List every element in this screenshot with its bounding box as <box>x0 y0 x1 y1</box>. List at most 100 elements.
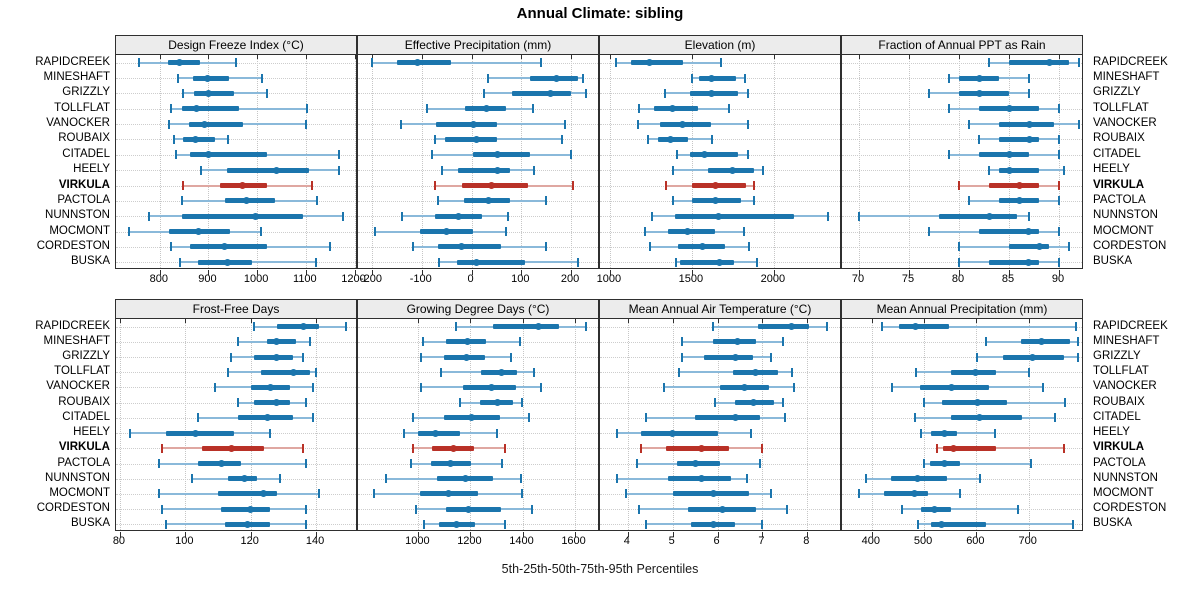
interquartile-bar <box>931 521 986 527</box>
whisker-cap-95th <box>1030 459 1033 469</box>
median-dot <box>707 74 715 82</box>
whisker-cap-95th <box>978 474 981 484</box>
median-dot <box>273 399 281 407</box>
interquartile-bar <box>979 229 1039 235</box>
percentile-whisker <box>371 61 542 64</box>
site-label-citadel: CITADEL <box>62 147 110 160</box>
interquartile-bar <box>757 324 810 330</box>
axis-tick-label: 80 <box>951 273 965 285</box>
whisker-cap-95th <box>539 382 542 392</box>
whisker-cap-95th <box>761 443 764 453</box>
median-dot <box>221 243 229 251</box>
axis-tick-bottom <box>522 532 524 537</box>
median-dot <box>463 353 471 361</box>
axis-tick-bottom <box>305 270 307 275</box>
interquartile-bar <box>167 60 200 66</box>
axis-tick-label: 1400 <box>509 535 534 547</box>
axis-tick-label: 500 <box>913 535 933 547</box>
v-gridline <box>574 319 576 530</box>
v-gridline <box>159 55 161 268</box>
whisker-cap-95th <box>786 504 789 514</box>
median-dot <box>683 228 691 236</box>
panel-mean-annual-air-temperature-c: Mean Annual Air Temperature (°C) 4 5 6 7 8 <box>599 299 841 552</box>
whisker-cap-5th <box>615 474 618 484</box>
median-dot <box>975 89 983 97</box>
median-dot <box>414 59 422 67</box>
axis-tick-bottom <box>924 532 926 537</box>
median-dot <box>1015 197 1023 205</box>
whisker-cap-95th <box>1078 58 1080 68</box>
whisker-cap-95th <box>338 150 341 160</box>
axis-tick-label: 70 <box>851 273 865 285</box>
median-dot <box>176 59 184 67</box>
panel-title: Frost-Free Days <box>192 302 280 316</box>
interquartile-bar <box>512 90 571 96</box>
whisker-cap-95th <box>826 322 829 332</box>
whisker-cap-5th <box>690 73 693 83</box>
whisker-cap-5th <box>988 58 990 68</box>
interquartile-bar <box>1009 244 1049 250</box>
row-gridline <box>842 357 1082 359</box>
axis-tick-top <box>257 55 259 59</box>
whisker-cap-95th <box>1072 519 1075 529</box>
interquartile-bar <box>418 430 461 436</box>
whisker-cap-5th <box>459 398 462 408</box>
interquartile-bar <box>181 106 240 112</box>
site-label-virkula: VIRKULA <box>58 441 110 454</box>
whisker-cap-95th <box>314 257 317 267</box>
axis-tick-bottom <box>571 270 573 275</box>
panel-header: Mean Annual Air Temperature (°C) <box>599 299 841 319</box>
axis-tick-bottom <box>471 270 473 275</box>
whisker-cap-5th <box>158 489 161 499</box>
median-dot <box>204 74 212 82</box>
whisker-cap-95th <box>1063 165 1065 175</box>
whisker-cap-95th <box>1062 443 1065 453</box>
axis-tick-label: 1200 <box>341 273 366 285</box>
whisker-cap-5th <box>226 367 229 377</box>
whisker-cap-5th <box>968 119 970 129</box>
whisker-cap-95th <box>1058 181 1060 191</box>
whisker-cap-5th <box>483 88 486 98</box>
interquartile-bar <box>226 167 310 173</box>
v-gridline <box>1009 55 1010 268</box>
whisker-cap-5th <box>901 504 904 514</box>
interquartile-bar <box>959 90 1009 96</box>
whisker-cap-5th <box>170 242 173 252</box>
interquartile-bar <box>221 506 271 512</box>
axis-tick-label: 120 <box>240 535 259 547</box>
axis-tick-top <box>571 55 573 59</box>
interquartile-bar <box>704 354 754 360</box>
interquartile-bar <box>189 152 267 158</box>
axis-tick-bottom <box>909 270 910 275</box>
whisker-cap-5th <box>486 73 489 83</box>
whisker-cap-5th <box>664 88 667 98</box>
median-dot <box>711 182 719 190</box>
whisker-cap-95th <box>265 88 268 98</box>
whisker-cap-5th <box>958 181 960 191</box>
whisker-cap-5th <box>858 211 860 221</box>
axis-tick-top <box>1028 319 1030 323</box>
whisker-cap-5th <box>615 428 618 438</box>
whisker-cap-5th <box>190 474 193 484</box>
whisker-cap-95th <box>310 181 313 191</box>
median-dot <box>740 383 748 391</box>
whisker-cap-95th <box>500 459 503 469</box>
median-dot <box>273 166 281 174</box>
interquartile-bar <box>438 244 501 250</box>
site-label-nunnston: NUNNSTON <box>1093 471 1158 484</box>
whisker-cap-95th <box>235 58 238 68</box>
whisker-cap-95th <box>532 104 535 114</box>
site-label-citadel: CITADEL <box>1093 410 1141 423</box>
whisker-cap-5th <box>958 242 960 252</box>
median-dot <box>734 338 742 346</box>
site-label-nunnston: NUNNSTON <box>45 209 110 222</box>
whisker-cap-5th <box>680 337 683 347</box>
interquartile-bar <box>699 75 737 81</box>
interquartile-bar <box>472 152 531 158</box>
axis-tick-bottom <box>807 532 809 537</box>
interquartile-bar <box>680 259 735 265</box>
interquartile-bar <box>193 75 230 81</box>
v-gridline <box>871 319 873 530</box>
axis-tick-label: 100 <box>511 273 530 285</box>
axis-tick-label: 2000 <box>760 273 786 285</box>
